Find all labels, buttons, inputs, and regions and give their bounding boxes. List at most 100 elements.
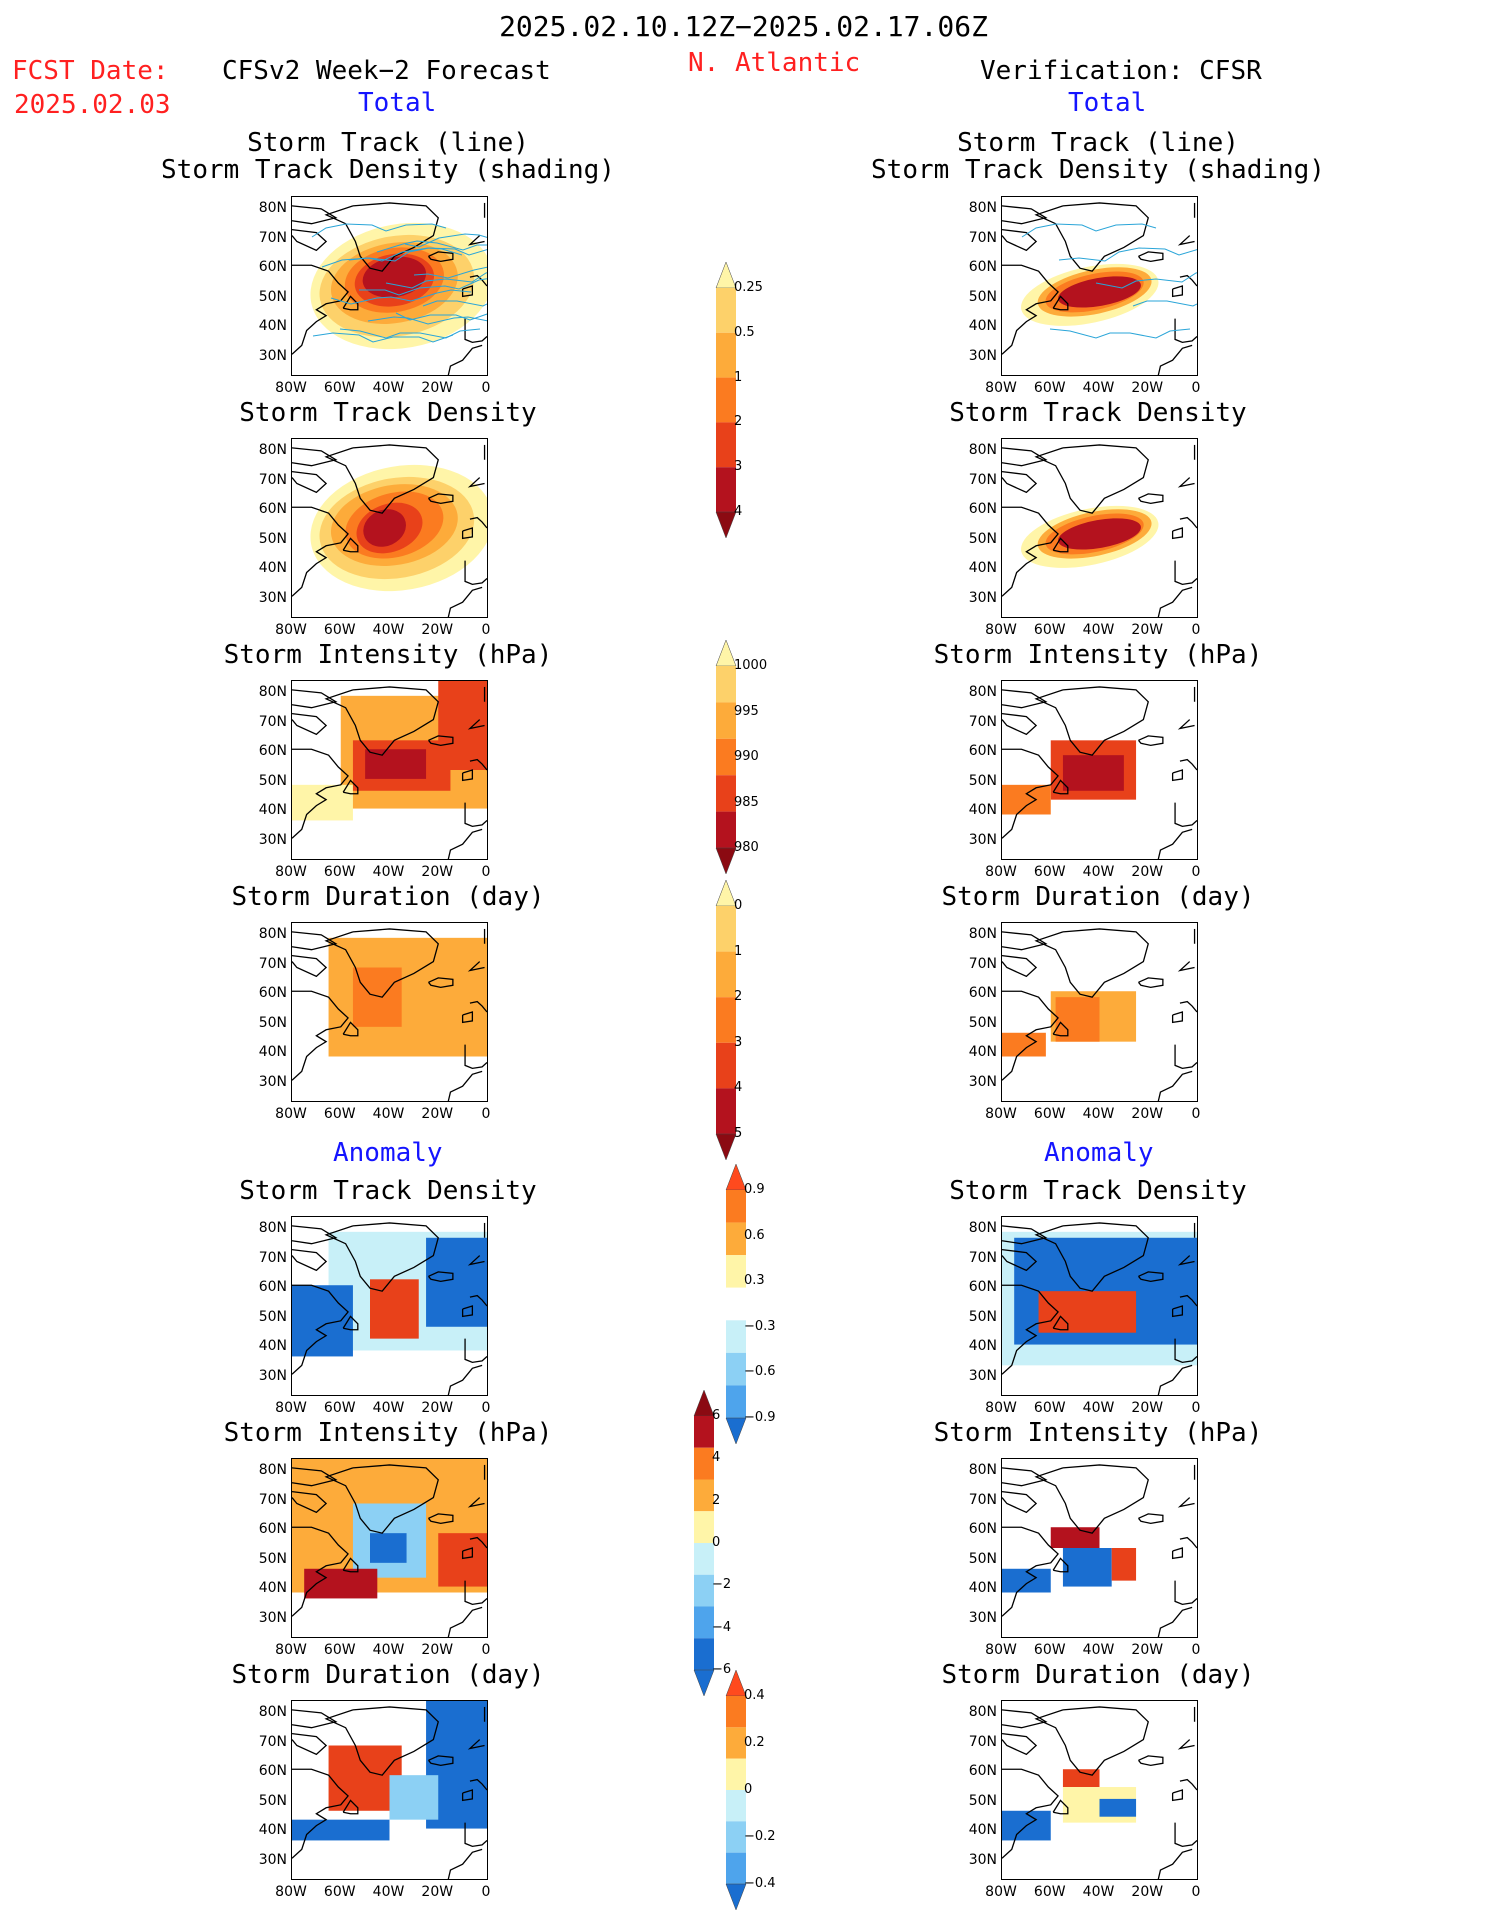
colorbar-label: −0.2 bbox=[744, 1829, 776, 1844]
lon-tick-label: 40W bbox=[1082, 1400, 1115, 1416]
intensity-total-colorbar: 1000 995 990 985 980 bbox=[714, 639, 804, 875]
colorbar-segment bbox=[715, 847, 737, 875]
lat-tick-label: 50N bbox=[968, 772, 997, 789]
fc-density-anom-title: Storm Track Density bbox=[239, 1176, 537, 1206]
lat-tick-label: 80N bbox=[968, 1462, 997, 1478]
forecast-anomaly-label: Anomaly bbox=[333, 1138, 443, 1168]
lon-tick-label: 20W bbox=[1131, 380, 1164, 396]
lat-tick-label: 80N bbox=[258, 684, 287, 700]
colorbar-segment bbox=[693, 1669, 715, 1697]
lon-tick-label: 0 bbox=[481, 1106, 491, 1122]
colorbar-segment bbox=[715, 261, 737, 289]
colorbar-label: 3 bbox=[734, 459, 743, 475]
verification-total-label: Total bbox=[1068, 88, 1147, 118]
colorbar-segment bbox=[726, 1255, 746, 1288]
colorbar-segment bbox=[716, 422, 736, 468]
lon-tick-label: 20W bbox=[421, 622, 454, 638]
lon-tick-label: 60W bbox=[1033, 1884, 1066, 1900]
lon-tick-label: 0 bbox=[1191, 622, 1201, 638]
verification-density-anomaly-map: 80N 70N 60N 50N 40N 30N 80W 60W 40W 20W 0 bbox=[962, 1216, 1222, 1438]
colorbar-label: 0 bbox=[712, 1535, 721, 1550]
colorbar-segment bbox=[715, 639, 737, 667]
lat-tick-label: 40N bbox=[968, 1822, 997, 1839]
lon-tick-label: 40W bbox=[1082, 622, 1115, 638]
verification-intensity-map: 80N 70N 60N 50N 40N 30N 80W 60W 40W 20W 0 bbox=[962, 680, 1222, 902]
lon-tick-label: 80W bbox=[275, 1642, 307, 1658]
lat-tick-label: 50N bbox=[258, 1014, 287, 1031]
lat-tick-label: 70N bbox=[258, 1491, 287, 1508]
colorbar-segment bbox=[726, 1696, 746, 1728]
lat-tick-label: 70N bbox=[968, 1491, 997, 1508]
forecast-track-map: 80N 70N 60N 50N 40N 30N 80W 60W 40W 20W 0 bbox=[252, 196, 512, 418]
lon-tick-label: 20W bbox=[1131, 1642, 1164, 1658]
colorbar-label: 1 bbox=[734, 943, 743, 959]
fc-track-title-1: Storm Track (line) bbox=[247, 128, 529, 158]
lon-tick-label: 80W bbox=[985, 1106, 1017, 1122]
colorbar-label: 2 bbox=[734, 414, 743, 430]
lat-tick-label: 30N bbox=[968, 1368, 997, 1384]
lon-tick-label: 80W bbox=[275, 864, 307, 880]
colorbar-segment bbox=[716, 775, 736, 812]
colorbar-label: 0.5 bbox=[734, 324, 755, 340]
vf-track-title-1: Storm Track (line) bbox=[957, 128, 1239, 158]
lat-tick-label: 40N bbox=[258, 802, 287, 819]
fcst-date-label: FCST Date: bbox=[12, 56, 169, 86]
lat-tick-label: 80N bbox=[258, 1704, 287, 1720]
colorbar-segment bbox=[715, 1133, 737, 1161]
colorbar-segment bbox=[694, 1447, 714, 1480]
lat-tick-label: 30N bbox=[968, 1852, 997, 1868]
lat-tick-label: 80N bbox=[258, 1462, 287, 1478]
lon-tick-label: 0 bbox=[1191, 1884, 1201, 1900]
colorbar-label: 0.3 bbox=[744, 1273, 765, 1289]
lon-tick-label: 60W bbox=[323, 864, 356, 880]
lat-tick-label: 30N bbox=[258, 348, 287, 364]
lon-tick-label: 20W bbox=[1131, 622, 1164, 638]
lat-tick-label: 50N bbox=[258, 288, 287, 305]
lat-tick-label: 60N bbox=[968, 985, 997, 1002]
colorbar-segment bbox=[715, 511, 737, 539]
lat-tick-label: 60N bbox=[258, 743, 287, 760]
lat-tick-label: 40N bbox=[258, 1822, 287, 1839]
lon-tick-label: 0 bbox=[1191, 1400, 1201, 1416]
map-plot-area bbox=[291, 922, 488, 1102]
lat-tick-label: 60N bbox=[258, 501, 287, 518]
vf-intensity-title: Storm Intensity (hPa) bbox=[933, 640, 1263, 670]
colorbar-label: 0.25 bbox=[734, 280, 763, 295]
fc-density-title: Storm Track Density bbox=[239, 398, 537, 428]
lat-tick-label: 60N bbox=[258, 985, 287, 1002]
lon-tick-label: 60W bbox=[1033, 622, 1066, 638]
colorbar-segment bbox=[716, 906, 736, 952]
colorbar-segment bbox=[716, 467, 736, 512]
lat-tick-label: 60N bbox=[258, 1521, 287, 1538]
vf-duration-anom-title: Storm Duration (day) bbox=[941, 1660, 1255, 1690]
lat-tick-label: 60N bbox=[968, 1521, 997, 1538]
colorbar-label: 980 bbox=[734, 840, 759, 855]
verification-duration-anomaly-map: 80N 70N 60N 50N 40N 30N 80W 60W 40W 20W 0 bbox=[962, 1700, 1222, 1922]
map-plot-area bbox=[1001, 1458, 1198, 1638]
colorbar-segment bbox=[693, 1389, 715, 1417]
verification-intensity-anomaly-map: 80N 70N 60N 50N 40N 30N 80W 60W 40W 20W 0 bbox=[962, 1458, 1222, 1680]
map-plot-area bbox=[291, 1216, 488, 1396]
verification-density-map: 80N 70N 60N 50N 40N 30N 80W 60W 40W 20W 0 bbox=[962, 438, 1222, 660]
colorbar-segment bbox=[716, 738, 736, 776]
map-plot-area bbox=[291, 196, 488, 376]
lat-tick-label: 80N bbox=[258, 926, 287, 942]
lon-tick-label: 40W bbox=[372, 864, 405, 880]
lat-tick-label: 30N bbox=[968, 590, 997, 606]
forecast-intensity-map: 80N 70N 60N 50N 40N 30N 80W 60W 40W 20W 0 bbox=[252, 680, 512, 902]
fc-duration-anom-title: Storm Duration (day) bbox=[231, 1660, 545, 1690]
lat-tick-label: 60N bbox=[258, 1279, 287, 1296]
duration-total-colorbar: 0 1 2 3 4 5 bbox=[714, 879, 804, 1161]
map-plot-area bbox=[291, 1700, 488, 1880]
lon-tick-label: 60W bbox=[1033, 1106, 1066, 1122]
vf-density-anom-title: Storm Track Density bbox=[949, 1176, 1247, 1206]
colorbar-label: 4 bbox=[712, 1450, 721, 1466]
lat-tick-label: 50N bbox=[968, 530, 997, 547]
lon-tick-label: 60W bbox=[1033, 1642, 1066, 1658]
lat-tick-label: 30N bbox=[258, 1074, 287, 1090]
colorbar-segment bbox=[725, 1163, 747, 1191]
lat-tick-label: 40N bbox=[968, 1580, 997, 1597]
colorbar-segment bbox=[726, 1287, 746, 1321]
colorbar-label: 995 bbox=[734, 703, 759, 719]
colorbar-label: 2 bbox=[712, 1492, 721, 1508]
